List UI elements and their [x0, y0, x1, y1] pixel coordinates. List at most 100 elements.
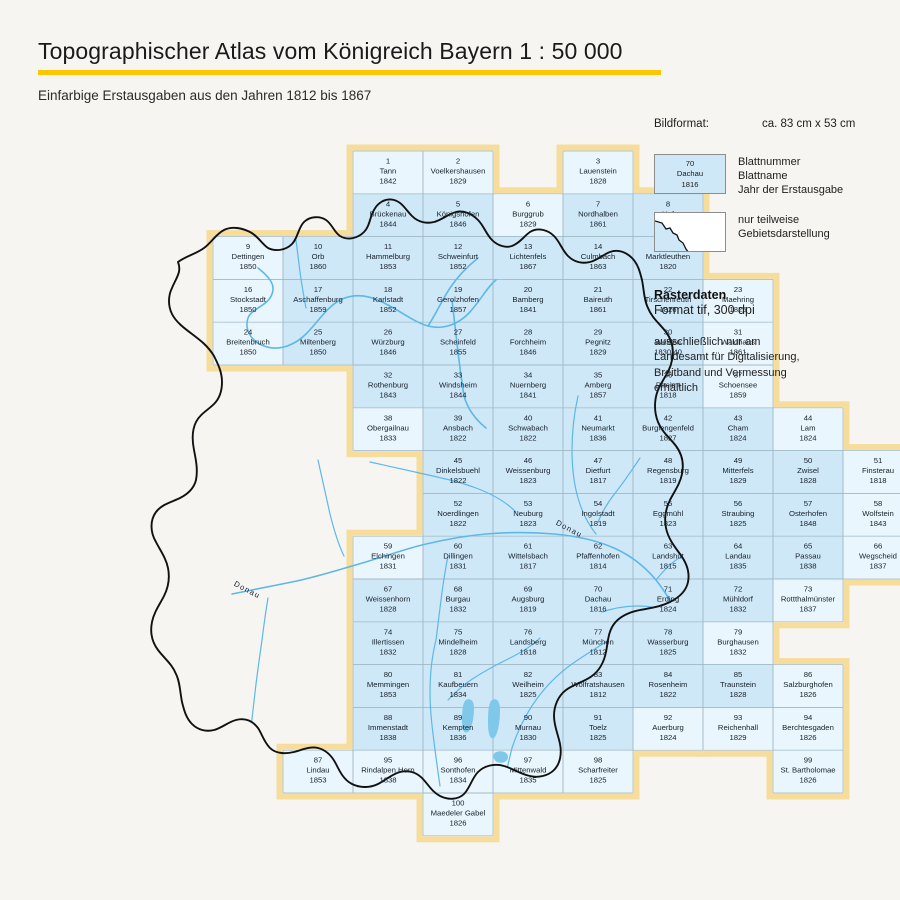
sheet-cell-28[interactable]: [493, 322, 563, 365]
sheet-cell-100[interactable]: [423, 793, 493, 836]
svg-text:91: 91: [594, 713, 603, 722]
sheet-cell-9[interactable]: [213, 236, 283, 280]
sheet-cell-88[interactable]: [353, 707, 423, 751]
sheet-cell-49[interactable]: [703, 450, 773, 494]
sheet-cell-20[interactable]: [493, 279, 563, 323]
sheet-cell-7[interactable]: [563, 193, 633, 237]
sheet-cell-10[interactable]: [283, 236, 353, 280]
sheet-cell-26[interactable]: [353, 322, 423, 365]
sheet-cell-1[interactable]: [353, 151, 423, 194]
sheet-cell-67[interactable]: [353, 579, 423, 622]
sheet-cell-99[interactable]: [773, 750, 843, 793]
sheet-cell-16[interactable]: [213, 279, 283, 323]
sheet-cell-79[interactable]: [703, 621, 773, 665]
svg-text:Landsberg: Landsberg: [510, 637, 546, 646]
svg-text:Kaufbeuern: Kaufbeuern: [438, 680, 478, 689]
sheet-cell-93[interactable]: [703, 707, 773, 751]
sheet-cell-46[interactable]: [493, 450, 563, 494]
sheet-cell-3[interactable]: [563, 151, 633, 194]
sheet-cell-37[interactable]: [703, 365, 773, 408]
sheet-cell-12[interactable]: [423, 236, 493, 280]
sheet-cell-71[interactable]: [633, 579, 703, 622]
sheet-cell-42[interactable]: [633, 407, 703, 451]
sheet-cell-64[interactable]: [703, 536, 773, 579]
sheet-cell-69[interactable]: [493, 579, 563, 622]
legend-sample-sheet-box: 70 Dachau 1816: [654, 154, 726, 194]
sheet-cell-66[interactable]: [843, 536, 900, 579]
svg-text:23: 23: [734, 285, 743, 294]
sheet-cell-87[interactable]: [283, 750, 353, 793]
sheet-cell-68[interactable]: [423, 579, 493, 622]
sheet-cell-82[interactable]: [493, 664, 563, 708]
sheet-cell-32[interactable]: [353, 365, 423, 408]
sheet-cell-2[interactable]: [423, 151, 493, 194]
svg-text:1829: 1829: [519, 219, 536, 228]
sheet-cell-81[interactable]: [423, 664, 493, 708]
sheet-cell-76[interactable]: [493, 621, 563, 665]
sheet-cell-85[interactable]: [703, 664, 773, 708]
sheet-cell-80[interactable]: [353, 664, 423, 708]
sheet-cell-63[interactable]: [633, 536, 703, 579]
sheet-cell-72[interactable]: [703, 579, 773, 622]
sheet-cell-44[interactable]: [773, 407, 843, 451]
sheet-cell-48[interactable]: [633, 450, 703, 494]
sheet-cell-45[interactable]: [423, 450, 493, 494]
sheet-cell-94[interactable]: [773, 707, 843, 751]
sheet-cell-18[interactable]: [353, 279, 423, 323]
sheet-cell-56[interactable]: [703, 493, 773, 537]
sheet-cell-43[interactable]: [703, 407, 773, 451]
sheet-cell-6[interactable]: [493, 193, 563, 237]
sheet-cell-58[interactable]: [843, 493, 900, 537]
sheet-cell-77[interactable]: [563, 621, 633, 665]
sheet-cell-29[interactable]: [563, 322, 633, 365]
sheet-cell-54[interactable]: [563, 493, 633, 537]
svg-text:Pfreimt: Pfreimt: [656, 381, 681, 390]
sheet-cell-78[interactable]: [633, 621, 703, 665]
sheet-cell-98[interactable]: [563, 750, 633, 793]
sheet-cell-73[interactable]: [773, 579, 843, 622]
sheet-cell-55[interactable]: [633, 493, 703, 537]
sheet-cell-65[interactable]: [773, 536, 843, 579]
sheet-cell-86[interactable]: [773, 664, 843, 708]
sheet-cell-60[interactable]: [423, 536, 493, 579]
legend-sample-sheet-text: 70 Dachau 1816: [655, 155, 725, 190]
sheet-cell-53[interactable]: [493, 493, 563, 537]
sheet-cell-50[interactable]: [773, 450, 843, 494]
sheet-cell-23[interactable]: [703, 279, 773, 323]
sheet-cell-33[interactable]: [423, 365, 493, 408]
sheet-cell-17[interactable]: [283, 279, 353, 323]
sheet-cell-40[interactable]: [493, 407, 563, 451]
sheet-cell-61[interactable]: [493, 536, 563, 579]
raster-note-line-3: Breitband und Vermessung: [654, 366, 787, 379]
sheet-cell-51[interactable]: [843, 450, 900, 494]
sheet-cell-38[interactable]: [353, 407, 423, 451]
sheet-cell-96[interactable]: [423, 750, 493, 793]
sheet-cell-39[interactable]: [423, 407, 493, 451]
sheet-cell-74[interactable]: [353, 621, 423, 665]
sheet-cell-62[interactable]: [563, 536, 633, 579]
svg-text:16: 16: [244, 285, 253, 294]
sheet-cell-13[interactable]: [493, 236, 563, 280]
svg-text:Toelz: Toelz: [589, 723, 607, 732]
sheet-cell-30[interactable]: [633, 322, 703, 365]
sheet-cell-35[interactable]: [563, 365, 633, 408]
sheet-cell-91[interactable]: [563, 707, 633, 751]
sheet-cell-59[interactable]: [353, 536, 423, 579]
sheet-cell-90[interactable]: [493, 707, 563, 751]
sheet-cell-52[interactable]: [423, 493, 493, 537]
sheet-cell-34[interactable]: [493, 365, 563, 408]
sheet-cell-57[interactable]: [773, 493, 843, 537]
svg-text:1835: 1835: [729, 562, 746, 571]
sheet-cell-11[interactable]: [353, 236, 423, 280]
sheet-cell-25[interactable]: [283, 322, 353, 365]
sheet-cell-21[interactable]: [563, 279, 633, 323]
svg-text:1853: 1853: [379, 690, 396, 699]
sheet-cell-70[interactable]: [563, 579, 633, 622]
sheet-cell-31[interactable]: [703, 322, 773, 365]
sheet-cell-84[interactable]: [633, 664, 703, 708]
sheet-cell-5[interactable]: [423, 193, 493, 237]
sheet-cell-92[interactable]: [633, 707, 703, 751]
